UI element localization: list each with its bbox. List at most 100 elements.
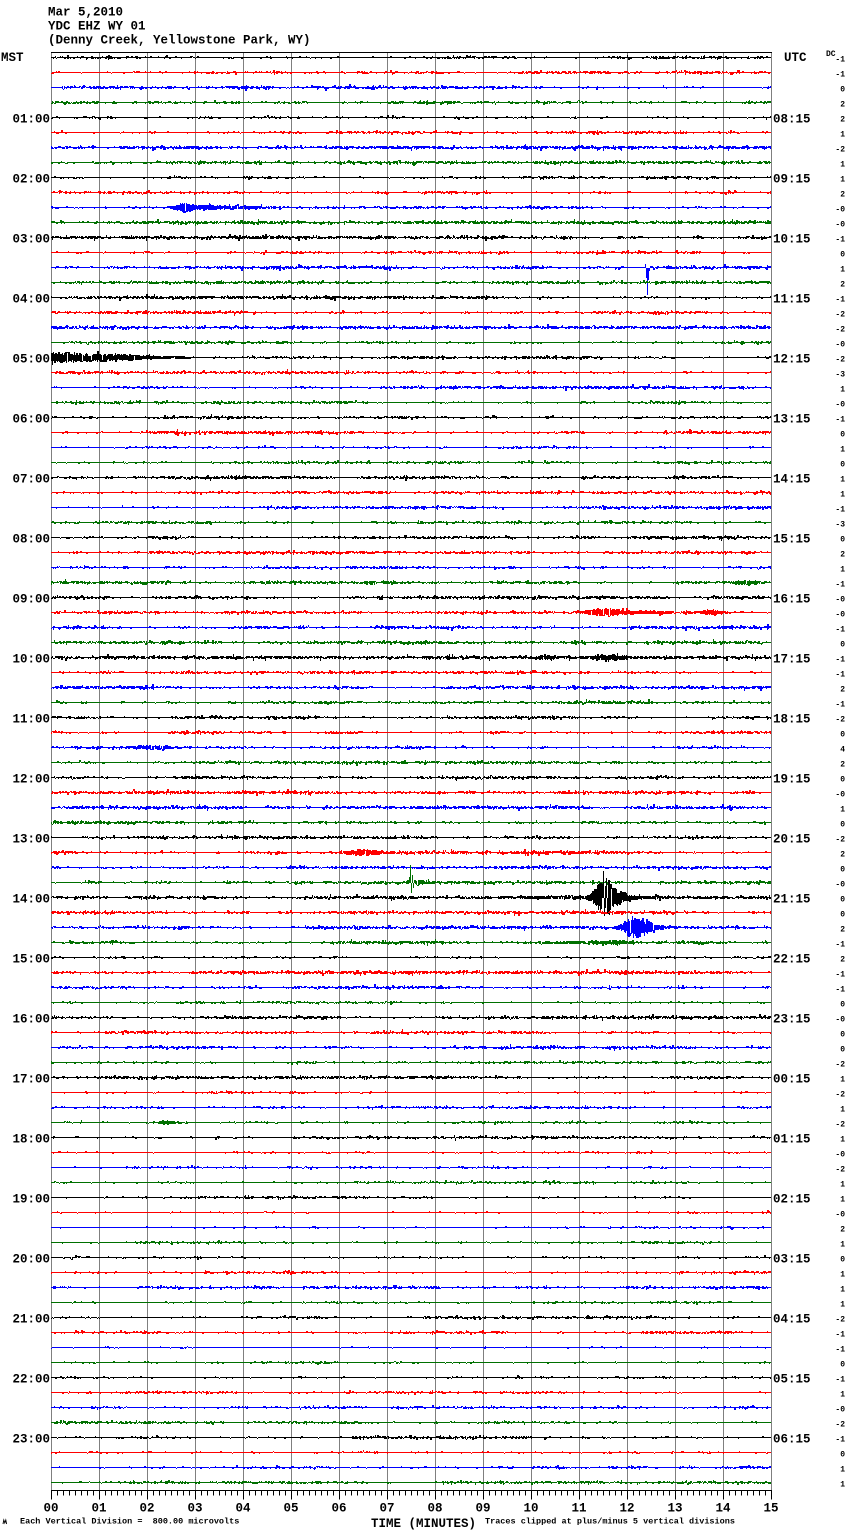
svg-text:1: 1 [840,131,845,140]
svg-text:TIME (MINUTES): TIME (MINUTES) [371,1517,476,1531]
svg-text:0: 0 [840,1046,845,1055]
svg-text:14: 14 [715,1502,731,1516]
svg-text:07: 07 [379,1502,394,1516]
svg-text:-1: -1 [835,71,845,80]
svg-text:2: 2 [840,191,845,200]
svg-text:-0: -0 [835,611,845,620]
svg-text:23:00: 23:00 [12,1433,50,1447]
svg-text:-1: -1 [835,626,845,635]
svg-text:11: 11 [571,1502,586,1516]
svg-text:01:15: 01:15 [773,1133,811,1147]
svg-text:0: 0 [840,1361,845,1370]
svg-text:19:00: 19:00 [12,1193,50,1207]
svg-text:04: 04 [235,1502,251,1516]
svg-text:06:15: 06:15 [773,1433,811,1447]
svg-text:09: 09 [475,1502,490,1516]
svg-text:2: 2 [840,851,845,860]
svg-text:1: 1 [840,476,845,485]
svg-text:1: 1 [840,1301,845,1310]
svg-text:1: 1 [840,1271,845,1280]
svg-text:-0: -0 [835,401,845,410]
svg-text:02: 02 [139,1502,154,1516]
svg-text:09:00: 09:00 [12,593,50,607]
svg-text:-1: -1 [835,701,845,710]
svg-text:15:15: 15:15 [773,533,811,547]
svg-text:12:15: 12:15 [773,353,811,367]
svg-text:-1: -1 [835,971,845,980]
svg-text:1: 1 [840,1466,845,1475]
svg-text:2: 2 [840,761,845,770]
svg-text:0: 0 [840,821,845,830]
svg-text:-2: -2 [835,836,845,845]
svg-text:05:00: 05:00 [12,353,50,367]
svg-text:13: 13 [667,1502,682,1516]
svg-text:-1: -1 [835,506,845,515]
svg-text:2: 2 [840,101,845,110]
svg-text:2: 2 [840,281,845,290]
svg-text:1: 1 [840,1196,845,1205]
svg-text:0: 0 [840,1451,845,1460]
svg-text:1: 1 [840,266,845,275]
svg-text:0: 0 [840,86,845,95]
svg-text:06:00: 06:00 [12,413,50,427]
svg-text:1: 1 [840,491,845,500]
svg-text:22:00: 22:00 [12,1373,50,1387]
svg-text:05: 05 [283,1502,298,1516]
svg-text:1: 1 [840,1286,845,1295]
svg-text:0: 0 [840,431,845,440]
svg-text:08:00: 08:00 [12,533,50,547]
svg-text:1: 1 [840,1481,845,1490]
svg-text:16:15: 16:15 [773,593,811,607]
svg-text:-1: -1 [835,1376,845,1385]
svg-text:08:15: 08:15 [773,113,811,127]
svg-text:07:00: 07:00 [12,473,50,487]
svg-text:06: 06 [331,1502,346,1516]
svg-text:Traces clipped at plus/minus 5: Traces clipped at plus/minus 5 vertical … [485,1517,735,1527]
svg-text:19:15: 19:15 [773,773,811,787]
svg-text:1: 1 [840,1181,845,1190]
svg-text:13:00: 13:00 [12,833,50,847]
svg-text:1: 1 [840,806,845,815]
svg-text:14:00: 14:00 [12,893,50,907]
svg-text:2: 2 [840,116,845,125]
svg-text:1: 1 [840,161,845,170]
svg-text:-1: -1 [835,671,845,680]
svg-text:-0: -0 [835,341,845,350]
svg-text:18:00: 18:00 [12,1133,50,1147]
svg-text:-3: -3 [835,521,845,530]
svg-text:-0: -0 [835,1016,845,1025]
svg-text:20:00: 20:00 [12,1253,50,1267]
svg-text:03: 03 [187,1502,202,1516]
svg-text:-1: -1 [835,1331,845,1340]
svg-text:Mar 5,2010: Mar 5,2010 [48,6,123,20]
svg-text:-0: -0 [835,1211,845,1220]
svg-text:15:00: 15:00 [12,953,50,967]
svg-text:10: 10 [523,1502,538,1516]
svg-text:12: 12 [619,1502,634,1516]
svg-text:01:00: 01:00 [12,113,50,127]
svg-text:(Denny Creek, Yellowstone Park: (Denny Creek, Yellowstone Park, WY) [48,34,311,48]
svg-text:10:00: 10:00 [12,653,50,667]
svg-text:13:15: 13:15 [773,413,811,427]
svg-text:16:00: 16:00 [12,1013,50,1027]
svg-text:2: 2 [840,926,845,935]
svg-text:0: 0 [840,1001,845,1010]
svg-text:0: 0 [840,251,845,260]
svg-text:-0: -0 [835,221,845,230]
svg-text:-2: -2 [835,1121,845,1130]
svg-text:-1: -1 [835,986,845,995]
svg-text:04:15: 04:15 [773,1313,811,1327]
svg-text:-2: -2 [835,1166,845,1175]
svg-text:1: 1 [840,386,845,395]
svg-text:-2: -2 [835,311,845,320]
svg-text:12:00: 12:00 [12,773,50,787]
svg-text:0: 0 [840,866,845,875]
svg-text:-2: -2 [835,356,845,365]
svg-text:Each Vertical Division = 800.: Each Vertical Division = 800.00 microvol… [20,1517,239,1527]
svg-text:10:15: 10:15 [773,233,811,247]
svg-text:1: 1 [840,176,845,185]
svg-text:2: 2 [840,956,845,965]
svg-text:0: 0 [840,536,845,545]
svg-text:-0: -0 [835,206,845,215]
svg-text:15: 15 [763,1502,778,1516]
